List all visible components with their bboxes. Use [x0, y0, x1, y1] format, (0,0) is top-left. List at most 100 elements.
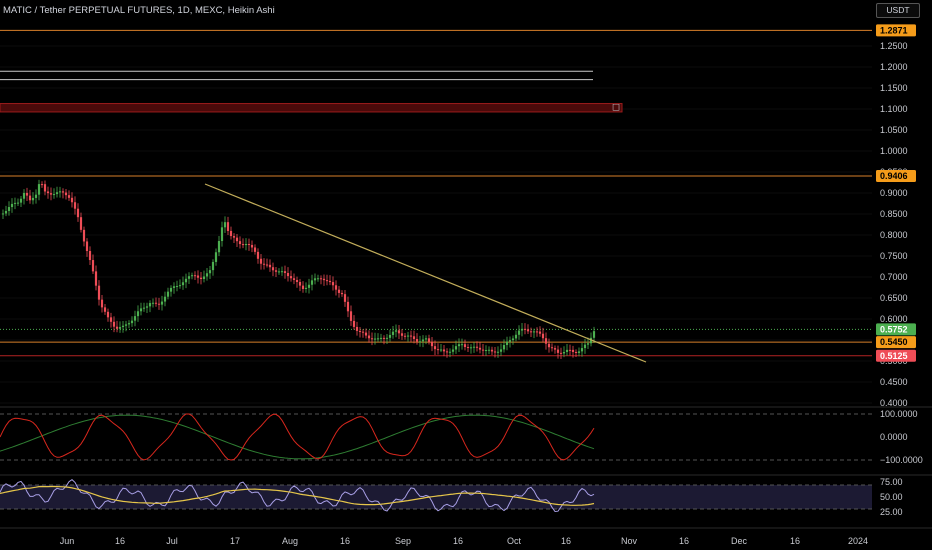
candle-body	[505, 341, 509, 346]
candle-body	[487, 349, 491, 351]
candle-body	[421, 339, 425, 342]
candle-body	[67, 195, 71, 198]
candle-body	[352, 320, 356, 327]
candle-body	[211, 261, 215, 271]
candle-body	[478, 347, 482, 350]
candle-body	[415, 339, 419, 342]
candle-body	[289, 276, 293, 279]
candle-body	[403, 335, 407, 337]
candle-body	[91, 260, 95, 272]
candle-body	[577, 351, 581, 353]
candle-body	[373, 338, 377, 340]
candle-body	[10, 203, 14, 208]
price-label-bg	[876, 336, 916, 349]
candle-body	[304, 287, 308, 289]
candle-body	[337, 289, 341, 293]
candle-body	[217, 241, 221, 253]
candle-body	[490, 349, 494, 352]
candle-body	[493, 351, 497, 353]
candle-body	[115, 326, 119, 329]
candle-body	[391, 331, 395, 335]
stochastic-pane	[0, 406, 932, 461]
candle-body	[532, 331, 536, 333]
candle-body	[523, 328, 527, 330]
candle-body	[529, 331, 533, 333]
candle-body	[271, 267, 275, 271]
candle-body	[16, 202, 20, 204]
candle-body	[346, 301, 350, 312]
time-tick-label: 2024	[848, 536, 868, 546]
candle-body	[406, 335, 410, 337]
candle-body	[319, 278, 323, 280]
price-tick-label: 0.4000	[880, 398, 908, 408]
candle-body	[142, 307, 146, 309]
candle-body	[157, 303, 161, 305]
price-axis[interactable]: 1.25001.20001.15001.10001.05001.00000.95…	[876, 24, 923, 517]
time-axis[interactable]: Jun 16 Jul 17 Aug 16 Sep 16 Oct 16 Nov 16 Dec 16 2024	[0, 527, 932, 546]
price-label: 0.9406	[880, 171, 908, 181]
candle-body	[559, 352, 563, 354]
candle-body	[307, 284, 311, 288]
candle-body	[37, 184, 41, 195]
candle-body	[28, 195, 32, 201]
candle-body	[124, 324, 128, 326]
candle-body	[499, 349, 503, 352]
stoch-line	[0, 413, 595, 461]
rsi-line	[0, 478, 595, 513]
candle-body	[259, 258, 263, 264]
candle-body	[265, 264, 269, 266]
candle-body	[205, 273, 209, 277]
candle-body	[103, 307, 107, 312]
candle-body	[64, 192, 68, 196]
currency-button[interactable]: USDT	[876, 3, 920, 18]
candle-body	[316, 278, 320, 280]
candle-body	[292, 278, 296, 280]
price-tick-label: 0.6500	[880, 293, 908, 303]
candle-body	[553, 348, 557, 350]
candle-body	[367, 335, 371, 339]
candle-body	[226, 222, 230, 231]
price-tick-label: 1.1000	[880, 104, 908, 114]
candle-body	[514, 334, 518, 339]
candle-body	[250, 244, 254, 248]
candle-body	[439, 349, 443, 351]
stoch-tick-label: 0.0000	[880, 432, 908, 442]
candle-body	[85, 241, 89, 252]
candle-body	[535, 331, 539, 333]
horizontal-levels	[0, 29, 872, 357]
rsi-tick-label: 50.00	[880, 492, 903, 502]
candle-body	[235, 237, 239, 242]
candle-body	[382, 337, 386, 339]
time-tick-label: Jun	[60, 536, 75, 546]
trendline[interactable]	[204, 183, 647, 363]
stoch-ma-line	[0, 414, 595, 460]
candle-body	[178, 285, 182, 287]
candle-body	[436, 349, 440, 351]
candle-body	[376, 338, 380, 340]
candle-body	[229, 230, 233, 237]
candle-body	[388, 334, 392, 338]
candle-body	[247, 244, 251, 246]
trendline-line	[204, 183, 647, 363]
candle-body	[508, 340, 512, 342]
candle-body	[328, 280, 332, 283]
candle-body	[325, 280, 329, 282]
candle-body	[286, 272, 290, 277]
candle-body	[82, 229, 86, 242]
candle-body	[241, 244, 245, 246]
candle-body	[349, 311, 353, 321]
time-tick-label: 16	[561, 536, 571, 546]
candle-body	[154, 302, 158, 304]
symbol-title[interactable]: MATIC / Tether PERPETUAL FUTURES, 1D, ME…	[3, 5, 275, 16]
candle-body	[589, 337, 593, 344]
price-tick-label: 1.2500	[880, 41, 908, 51]
stoch-tick-label: 100.0000	[880, 409, 918, 419]
price-tick-label: 1.1500	[880, 83, 908, 93]
candle-body	[571, 349, 575, 352]
candle-body	[118, 327, 122, 329]
candle-body	[502, 345, 506, 350]
time-tick-label: 16	[115, 536, 125, 546]
price-label: 1.2871	[880, 25, 908, 35]
candle-body	[298, 281, 302, 286]
